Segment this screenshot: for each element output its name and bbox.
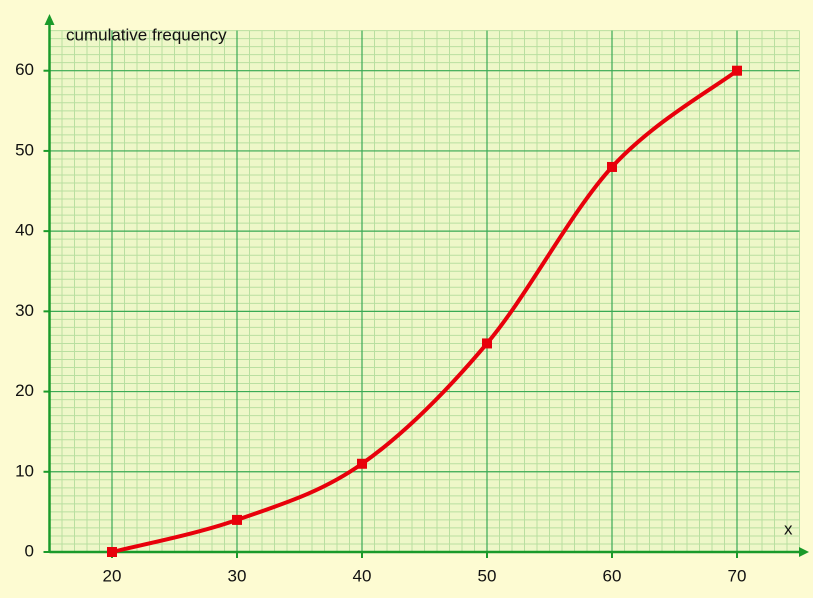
y-axis-arrow (44, 14, 55, 25)
x-tick-label: 60 (603, 566, 622, 585)
y-axis-label: cumulative frequency (66, 25, 227, 44)
plot (107, 65, 742, 557)
marker (732, 65, 742, 76)
y-tick-label: 40 (15, 221, 34, 240)
x-tick-label: 50 (478, 566, 497, 585)
marker (482, 338, 492, 349)
y-tick-label: 0 (25, 541, 34, 560)
x-tick-label: 30 (228, 566, 247, 585)
grid: 20 30 40 50 60 70 0 10 20 30 40 50 60 (15, 14, 809, 585)
marker (107, 547, 117, 557)
x-axis-arrow (799, 547, 809, 557)
x-axis-label: x (784, 519, 793, 538)
x-tick-label: 40 (353, 566, 372, 585)
marker (607, 161, 617, 172)
y-tick-label: 10 (15, 461, 34, 480)
y-tick-label: 30 (15, 301, 34, 320)
marker (357, 458, 367, 469)
y-tick-label: 50 (15, 140, 34, 159)
x-tick-label: 70 (728, 566, 747, 585)
y-tick-label: 60 (15, 60, 34, 79)
y-tick-label: 20 (15, 381, 34, 400)
marker (232, 514, 242, 525)
x-tick-label: 20 (103, 566, 122, 585)
